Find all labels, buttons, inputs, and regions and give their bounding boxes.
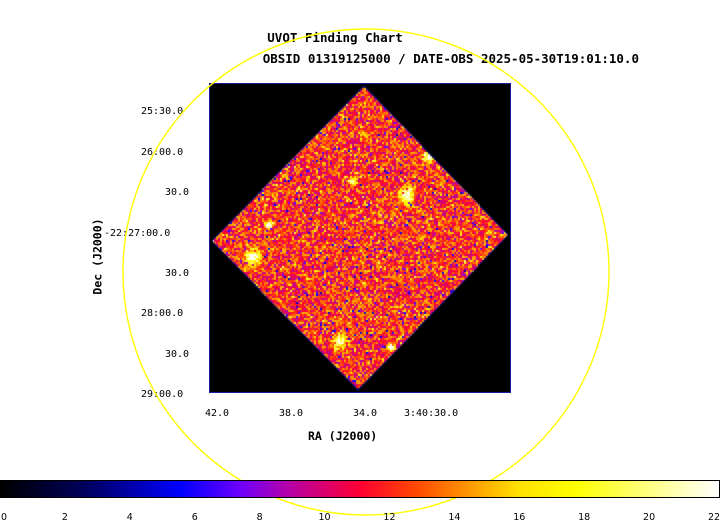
dec-tick-label: -22:27:00.0: [104, 228, 171, 239]
dec-tick-label: 25:30.0: [141, 106, 184, 117]
ra-tick-label: 42.0: [205, 408, 230, 419]
colorbar-tick-label: 22: [707, 512, 720, 523]
colorbar-tick-label: 16: [513, 512, 526, 523]
colorbar-tick-label: 8: [256, 512, 263, 523]
colorbar-tick-label: 10: [318, 512, 331, 523]
colorbar-tick-label: 2: [61, 512, 68, 523]
ra-tick-label: 34.0: [353, 408, 378, 419]
dec-tick-label: 30.0: [165, 349, 190, 360]
chart-title: UVOT Finding Chart: [267, 30, 403, 45]
uvot-image: [210, 84, 510, 392]
dec-tick-label: 29:00.0: [141, 389, 184, 400]
dec-tick-label: 28:00.0: [141, 308, 184, 319]
colorbar-tick-label: 14: [448, 512, 461, 523]
x-axis-title: RA (J2000): [308, 429, 378, 443]
colorbar-tick-label: 6: [191, 512, 198, 523]
dec-tick-label: 26:00.0: [141, 147, 184, 158]
chart-subtitle: OBSID 01319125000 / DATE-OBS 2025-05-30T…: [262, 51, 639, 66]
dec-tick-label: 30.0: [165, 268, 190, 279]
colorbar-tick-label: 18: [578, 512, 591, 523]
colorbar-tick-label: 20: [643, 512, 656, 523]
colorbar-tick-label: 4: [126, 512, 133, 523]
colorbar-tick-label: 0: [0, 512, 8, 523]
colorbar-tick-label: 12: [383, 512, 396, 523]
y-axis-title: Dec (J2000): [90, 218, 105, 295]
ra-tick-label: 38.0: [279, 408, 304, 419]
ra-tick-label: 3:40:30.0: [404, 408, 459, 419]
dec-tick-label: 30.0: [165, 187, 190, 198]
colorbar: [0, 480, 720, 498]
image-frame: [209, 83, 511, 393]
